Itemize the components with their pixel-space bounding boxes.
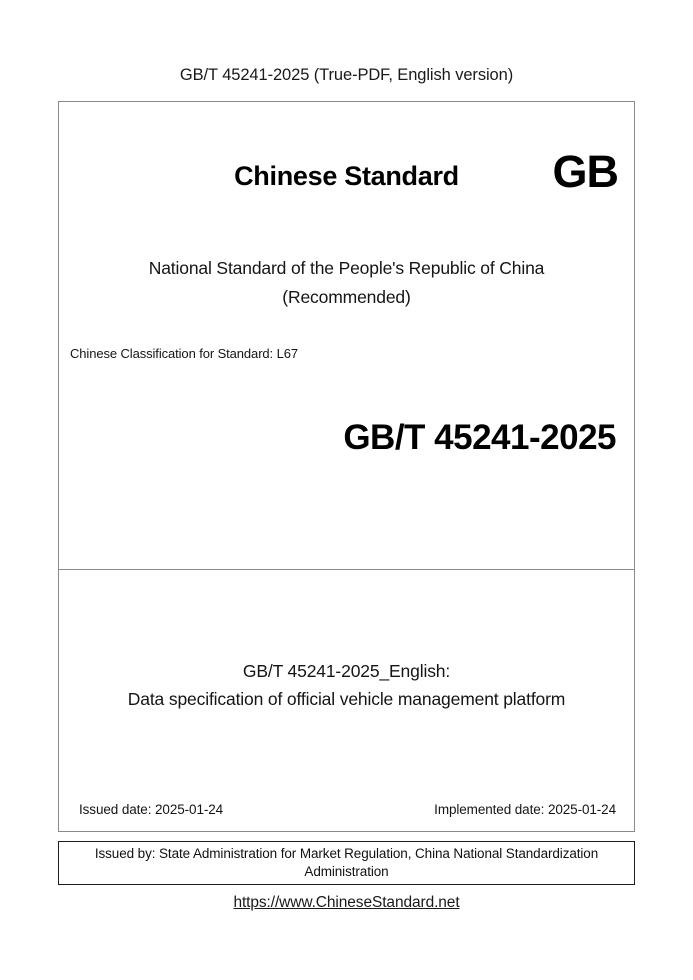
dates-row: Issued date: 2025-01-24 Implemented date… [59, 802, 634, 822]
standard-number: GB/T 45241-2025 [343, 418, 616, 457]
national-standard-line-1: National Standard of the People's Republ… [148, 258, 545, 278]
page-title: Chinese Standard [234, 161, 459, 191]
implemented-date: Implemented date: 2025-01-24 [434, 802, 616, 817]
cover-frame-upper-section: Chinese Standard GB National Standard of… [59, 102, 634, 570]
national-standard-line-2: (Recommended) [282, 287, 411, 307]
issuing-authority-text: Issued by: State Administration for Mark… [94, 846, 599, 879]
english-title-line-2: Data specification of official vehicle m… [127, 689, 566, 709]
issued-date: Issued date: 2025-01-24 [79, 802, 224, 817]
cover-frame-lower-section: GB/T 45241-2025_English: Data specificat… [59, 570, 634, 831]
document-top-caption: GB/T 45241-2025 (True-PDF, English versi… [179, 66, 514, 84]
footer-website-link[interactable]: https://www.ChineseStandard.net [233, 894, 460, 911]
classification-label: Chinese Classification for Standard: L67 [70, 346, 298, 361]
gb-logo: GB [552, 146, 619, 197]
english-title-line-1: GB/T 45241-2025_English: [242, 661, 451, 681]
english-title-block: GB/T 45241-2025_English: Data specificat… [59, 657, 634, 713]
issuing-authority-box: Issued by: State Administration for Mark… [58, 841, 635, 885]
cover-frame: Chinese Standard GB National Standard of… [58, 101, 635, 832]
title-row: Chinese Standard GB [59, 149, 634, 205]
